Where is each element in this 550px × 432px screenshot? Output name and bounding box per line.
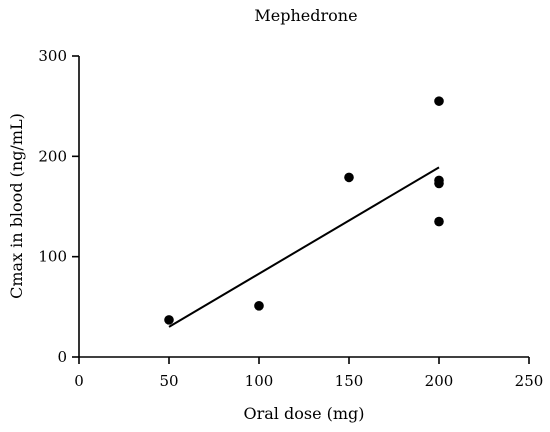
y-ticks: 0 100 200 300 xyxy=(38,47,79,366)
x-tick-label: 50 xyxy=(159,372,178,390)
data-point xyxy=(434,96,444,106)
data-point xyxy=(434,178,444,189)
x-tick-label: 150 xyxy=(335,372,364,390)
chart-title: Mephedrone xyxy=(254,6,357,25)
x-tick-label: 0 xyxy=(74,372,84,390)
fit-line-layer xyxy=(168,166,440,328)
y-tick-label: 300 xyxy=(38,47,67,65)
x-axis-label: Oral dose (mg) xyxy=(243,404,364,423)
data-point xyxy=(344,172,354,183)
x-tick-label: 200 xyxy=(425,372,454,390)
data-point xyxy=(434,216,444,227)
data-point xyxy=(164,315,174,325)
y-axis-label: Cmax in blood (ng/mL) xyxy=(7,113,26,299)
x-ticks: 0 50 100 150 200 250 xyxy=(74,357,543,390)
x-tick-label: 250 xyxy=(515,372,544,390)
data-points-layer xyxy=(164,96,444,325)
y-tick-label: 100 xyxy=(38,248,67,266)
y-tick-label: 200 xyxy=(38,147,67,165)
y-tick-label: 0 xyxy=(57,348,67,366)
data-point xyxy=(254,301,264,311)
regression-line xyxy=(168,166,440,328)
x-tick-label: 100 xyxy=(245,372,274,390)
